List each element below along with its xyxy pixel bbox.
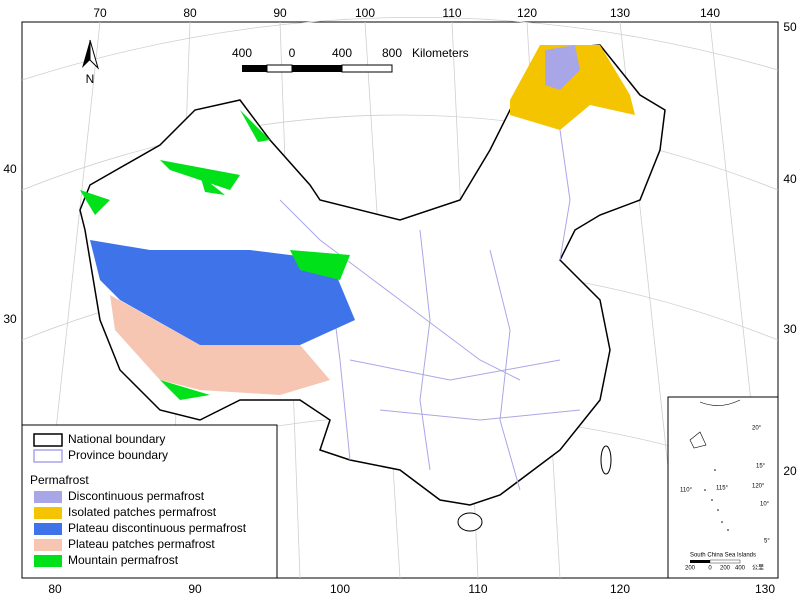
graticule-label: 90: [273, 6, 287, 20]
legend-label: Mountain permafrost: [68, 553, 179, 567]
graticule-label: 120: [517, 6, 537, 20]
legend-swatch: [34, 491, 62, 503]
graticule-label: 80: [183, 6, 197, 20]
legend-heading: Permafrost: [30, 473, 89, 487]
graticule-label: 120: [610, 582, 630, 596]
graticule-label: 40: [3, 162, 17, 176]
legend-swatch: [33, 449, 63, 463]
north-arrow: N: [82, 39, 100, 86]
plateau-discontinuous-area: [90, 240, 355, 345]
graticule-label: 130: [755, 582, 775, 596]
graticule-label: 130: [610, 6, 630, 20]
inset-lat: 20°: [752, 426, 762, 432]
legend: National boundary Province boundary Discon…: [21, 424, 278, 579]
inset-lon: 110°: [680, 488, 693, 494]
legend-label: Province boundary: [68, 448, 168, 462]
graticule-label: 70: [93, 6, 107, 20]
graticule-label: 20: [783, 464, 797, 478]
legend-swatch: [34, 539, 62, 551]
inset-scale: 200: [685, 566, 696, 572]
graticule-label: 80: [48, 582, 62, 596]
scale-tick: 400: [232, 46, 252, 60]
scale-tick: 800: [382, 46, 402, 60]
scale-tick: 0: [289, 46, 296, 60]
legend-label: Plateau patches permafrost: [68, 537, 215, 551]
scale-unit: Kilometers: [412, 46, 469, 60]
inset-lon: 115°: [716, 486, 729, 492]
legend-label: National boundary: [68, 432, 165, 446]
legend-swatch: [34, 555, 62, 567]
inset-title: South China Sea Islands: [690, 553, 756, 559]
graticule-label: 100: [330, 582, 350, 596]
discontinuous-area: [545, 45, 580, 90]
inset-scale: 400: [735, 566, 746, 572]
graticule-label: 30: [783, 322, 797, 336]
legend-label: Plateau discontinuous permafrost: [68, 521, 247, 535]
inset-scale: 200: [720, 566, 731, 572]
graticule-label: 100: [355, 6, 375, 20]
taiwan: [600, 445, 612, 475]
legend-swatch: [34, 523, 62, 535]
graticule-label: 110: [468, 582, 487, 596]
north-label: N: [86, 72, 95, 86]
scale-tick: 400: [332, 46, 352, 60]
graticule-label: 140: [700, 6, 720, 20]
inset-lon: 120°: [752, 484, 765, 490]
graticule-labels: 70 80 90 100 110 120 130 140 40 30 50 40 30 20 80 90 100…: [3, 6, 797, 596]
graticule-label: 30: [3, 312, 17, 326]
inset-lat: 5°: [764, 539, 770, 545]
graticule-label: 40: [783, 172, 797, 186]
graticule-label: 110: [442, 6, 461, 20]
legend-swatch: [33, 433, 63, 447]
legend-swatch: [34, 507, 62, 519]
inset-lat: 10°: [760, 502, 770, 508]
inset: 20° 15° 10° 5° 110° 115° 120° South Chin…: [667, 396, 779, 579]
legend-label: Discontinuous permafrost: [68, 489, 205, 503]
scale-bar: 400 0 400 800 Kilometers: [232, 46, 469, 73]
mountain-permafrost-area: [80, 110, 350, 400]
graticule-label: 50: [783, 20, 797, 34]
inset-scale: 公里: [752, 565, 764, 572]
isolated-patches-area: [510, 45, 635, 130]
legend-label: Isolated patches permafrost: [68, 505, 217, 519]
inset-lat: 15°: [756, 464, 766, 470]
hainan: [457, 512, 483, 532]
graticule-label: 90: [188, 582, 202, 596]
inset-scale: 0: [708, 566, 712, 572]
